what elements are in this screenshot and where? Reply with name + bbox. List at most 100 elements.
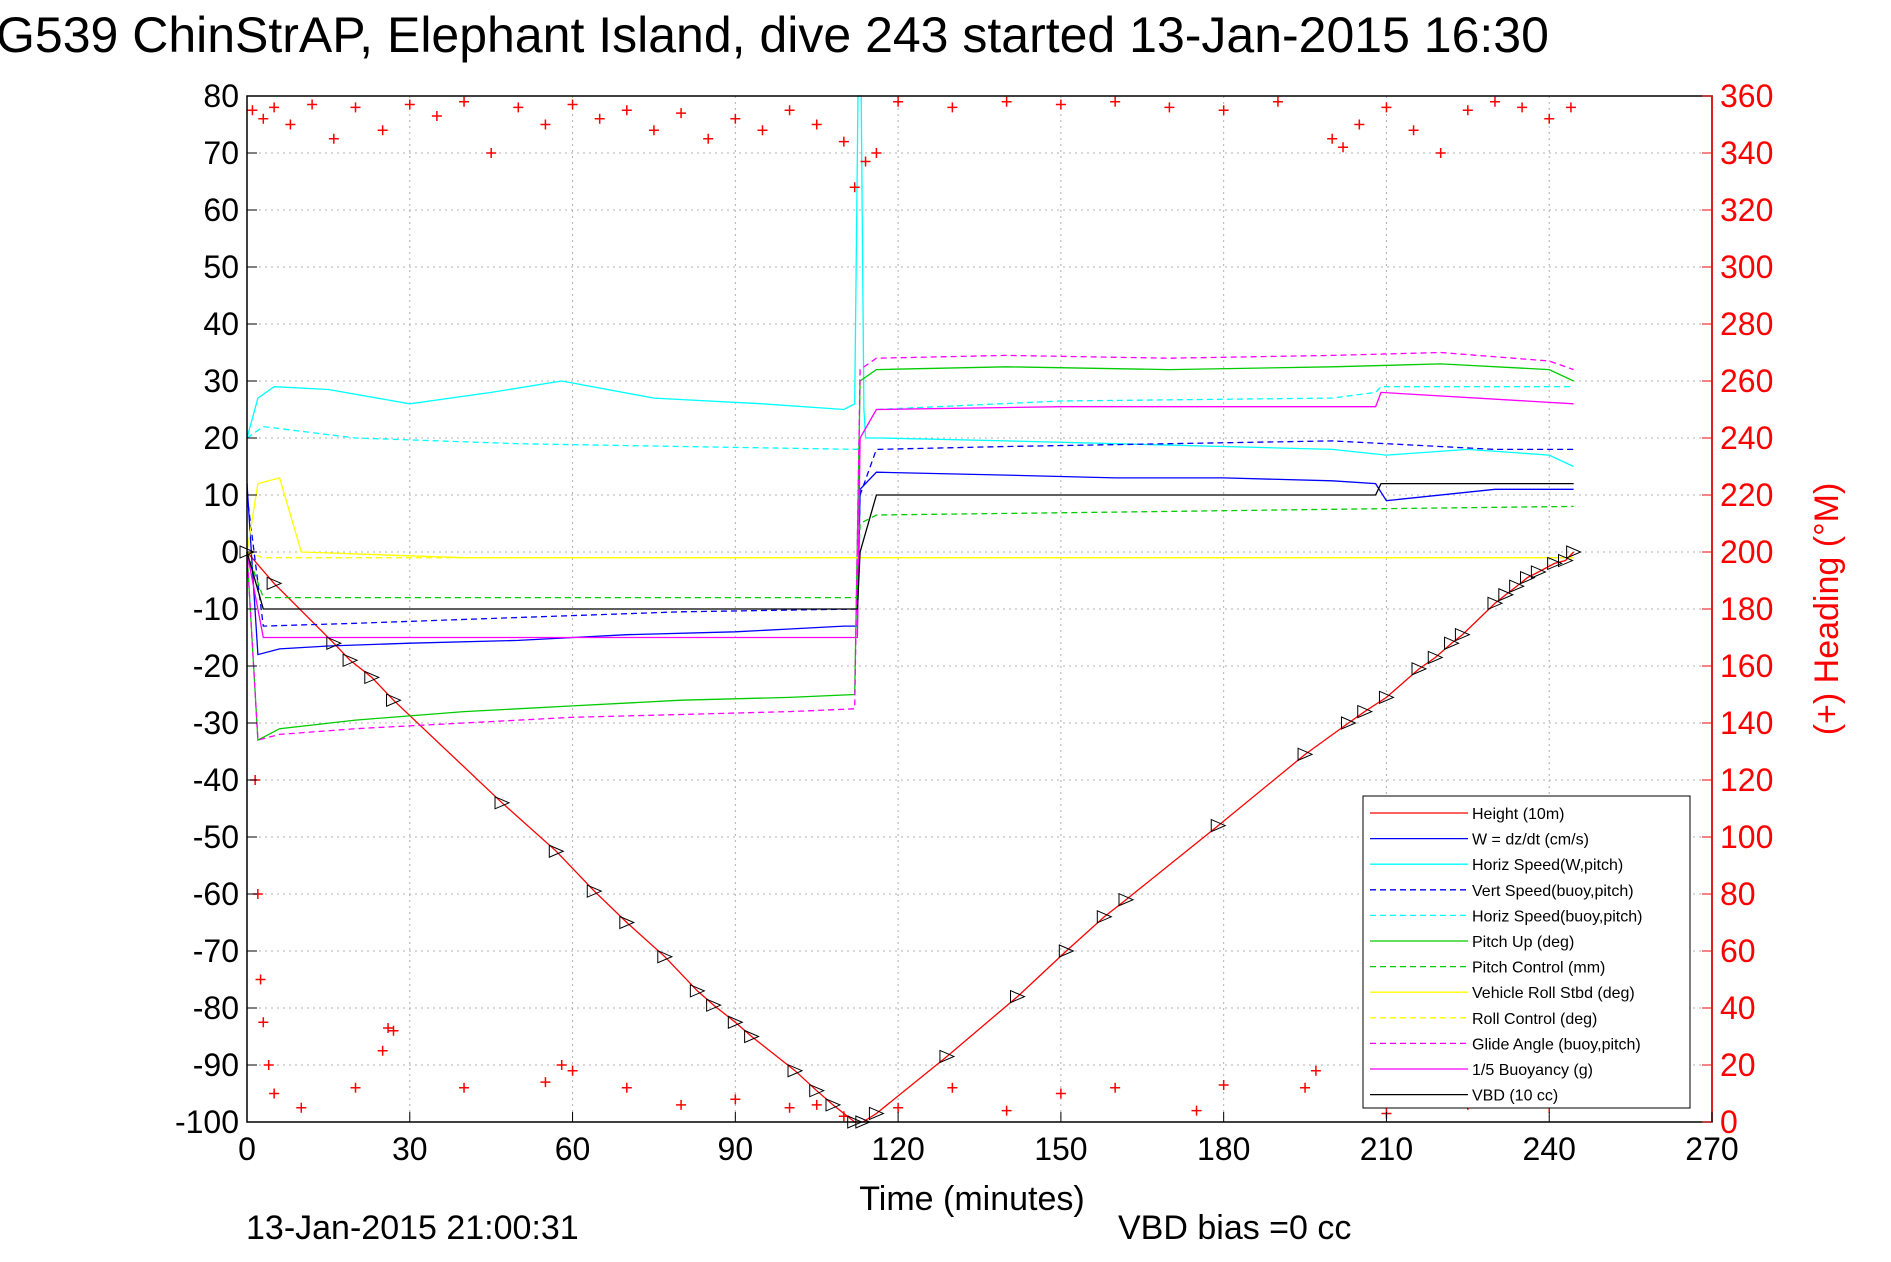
heading-point	[947, 1082, 958, 1093]
heading-point	[328, 133, 339, 144]
height-marker	[342, 653, 359, 668]
heading-point	[1110, 96, 1121, 107]
x-tick-label: 90	[718, 1131, 754, 1167]
height-marker	[657, 949, 674, 964]
height-marker	[619, 915, 636, 930]
heading-point	[871, 148, 882, 158]
heading-point	[513, 102, 524, 113]
heading-point	[459, 96, 470, 107]
y-right-tick-label: 160	[1720, 648, 1773, 684]
heading-point	[893, 96, 904, 107]
series-vbd-10-cc	[246, 482, 1574, 610]
heading-point	[1565, 102, 1576, 113]
height-marker	[1530, 565, 1547, 579]
y-right-tick-label: 140	[1720, 705, 1773, 741]
y-right-tick-label: 260	[1720, 363, 1773, 399]
heading-point	[350, 1082, 361, 1093]
x-tick-label: 180	[1197, 1131, 1250, 1167]
legend-entry-label: Roll Control (deg)	[1472, 1011, 1597, 1028]
heading-point	[730, 113, 741, 124]
height-marker	[1509, 579, 1525, 593]
height-marker	[1357, 704, 1374, 719]
heading-point	[431, 110, 442, 121]
heading-point	[388, 1025, 399, 1036]
heading-point	[258, 1017, 269, 1028]
y-tick-label: -70	[193, 933, 239, 969]
y-right-tick-label: 0	[1720, 1104, 1738, 1140]
heading-point	[377, 1045, 388, 1056]
heading-point	[1001, 96, 1012, 107]
heading-point	[258, 113, 269, 124]
y-axis-right-label: (+) Heading (°M)	[1808, 483, 1846, 736]
height-marker	[1297, 747, 1314, 762]
height-marker	[386, 693, 402, 707]
height-marker	[1558, 553, 1574, 568]
heading-point	[486, 148, 497, 158]
x-tick-label: 210	[1360, 1131, 1413, 1167]
heading-point	[459, 1082, 470, 1093]
heading-point	[838, 1111, 849, 1122]
y-axis-left-ticks: 80 70 60 50 40 30 20 10 0 -10 -20 -30 -40 -50 -60 -70 -8…	[175, 78, 257, 1140]
x-tick-label: 270	[1685, 1131, 1738, 1167]
heading-point	[621, 105, 632, 116]
heading-point	[1191, 1105, 1202, 1116]
x-tick-label: 150	[1034, 1131, 1087, 1167]
y-tick-label: 10	[203, 477, 239, 513]
height-marker	[1498, 587, 1515, 602]
y-tick-label: -40	[193, 762, 239, 798]
series-height-10m	[246, 551, 1575, 1123]
heading-point	[404, 99, 415, 110]
heading-point	[1218, 105, 1229, 116]
height-marker	[1096, 910, 1113, 924]
y-tick-label: 50	[203, 249, 239, 285]
x-tick-label: 240	[1523, 1131, 1576, 1167]
heading-point	[784, 1102, 795, 1113]
heading-point	[1055, 99, 1066, 110]
heading-point	[811, 119, 822, 130]
y-right-tick-label: 320	[1720, 192, 1773, 228]
y-tick-label: 30	[203, 363, 239, 399]
legend-entry-label: W = dz/dt (cm/s)	[1472, 832, 1589, 849]
heading-point	[1001, 1105, 1012, 1116]
y-tick-label: 60	[203, 192, 239, 228]
y-right-tick-label: 200	[1720, 534, 1773, 570]
footer-timestamp: 13-Jan-2015 21:00:31	[246, 1209, 579, 1247]
height-triangle-markers	[239, 545, 1582, 1129]
height-marker	[1547, 556, 1563, 571]
legend-entry-label: 1/5 Buoyancy (g)	[1472, 1062, 1593, 1079]
height-marker	[809, 1083, 825, 1098]
y-tick-label: -90	[193, 1047, 239, 1083]
height-marker	[548, 844, 565, 859]
height-marker	[706, 998, 722, 1012]
height-marker	[364, 670, 381, 685]
heading-point	[811, 1099, 822, 1110]
height-marker	[586, 884, 603, 898]
x-tick-label: 0	[238, 1131, 256, 1167]
legend-entry-label: Horiz Speed(W,pitch)	[1472, 857, 1623, 874]
height-marker	[1058, 944, 1075, 958]
y-tick-label: -80	[193, 990, 239, 1026]
heading-point	[567, 99, 578, 110]
y-tick-label: -20	[193, 648, 239, 684]
height-marker	[825, 1098, 842, 1112]
heading-point	[860, 156, 871, 167]
heading-point	[263, 1060, 274, 1070]
height-marker	[1340, 716, 1357, 730]
height-marker	[939, 1049, 956, 1064]
heading-point	[676, 1099, 687, 1110]
heading-point	[247, 105, 258, 116]
series-1-5-buoyancy-g	[246, 391, 1574, 639]
height-marker	[1444, 636, 1460, 650]
heading-point	[269, 102, 280, 113]
y-right-tick-label: 120	[1720, 762, 1773, 798]
legend: Height (10m) W = dz/dt (cm/s) Horiz Speed(…	[1362, 795, 1691, 1109]
x-tick-label: 30	[392, 1131, 428, 1167]
heading-point	[255, 974, 266, 985]
height-marker	[727, 1015, 744, 1030]
y-right-tick-label: 180	[1720, 591, 1773, 627]
heading-point	[730, 1094, 741, 1105]
heading-point	[784, 105, 795, 116]
heading-point	[594, 113, 605, 124]
x-tick-label: 60	[555, 1131, 591, 1167]
